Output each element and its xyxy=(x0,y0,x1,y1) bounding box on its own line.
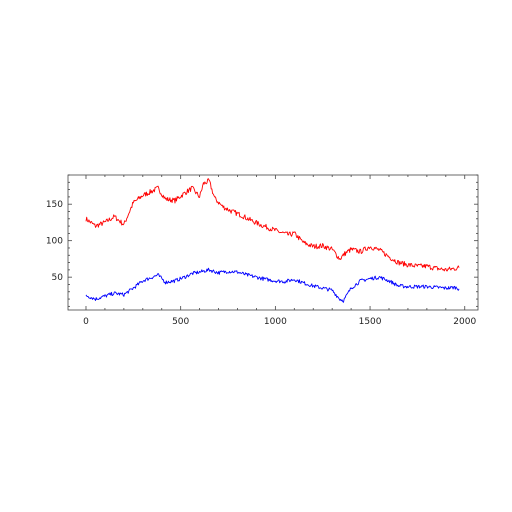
x-tick-label: 0 xyxy=(83,317,89,327)
series-lines xyxy=(85,178,460,303)
x-tick-label: 1000 xyxy=(264,317,287,327)
series-line-2 xyxy=(85,267,460,303)
axis-ticks: 0 500 1000 1500 2000 50 100 150 xyxy=(46,174,478,327)
y-tick-label: 100 xyxy=(46,237,63,247)
x-tick-label: 2000 xyxy=(453,317,476,327)
x-tick-label: 1500 xyxy=(359,317,382,327)
y-tick-label: 150 xyxy=(46,200,63,210)
series-line-1 xyxy=(85,178,460,272)
x-tick-label: 500 xyxy=(172,317,189,327)
plot-area-frame xyxy=(67,174,479,311)
y-tick-label: 50 xyxy=(52,273,64,283)
